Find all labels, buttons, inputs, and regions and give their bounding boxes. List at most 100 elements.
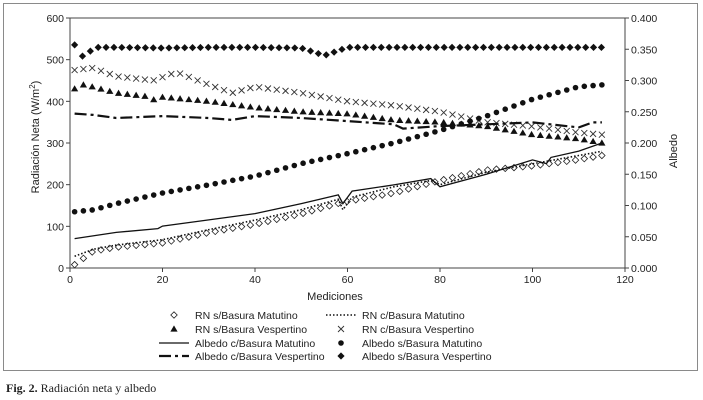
data-point	[484, 122, 492, 130]
data-point	[503, 43, 511, 51]
data-point	[326, 154, 333, 161]
data-point	[597, 43, 606, 51]
x-tick-label: 40	[249, 274, 261, 286]
data-point	[167, 94, 175, 101]
data-point	[571, 156, 580, 164]
data-point	[511, 103, 517, 109]
series-rn-s-basura-matutino	[70, 151, 606, 269]
data-point	[416, 43, 425, 51]
data-point	[238, 175, 245, 182]
chart-axes: 0 20 40 60 80 100 120 0 100 200 300 400 500 600 0.000 0…	[46, 13, 657, 286]
data-point	[571, 134, 580, 142]
data-point	[589, 137, 597, 145]
data-point	[326, 94, 333, 102]
legend-item-rn-s-basura-vespertino: RN s/Basura Vespertino	[170, 324, 307, 336]
data-point	[203, 80, 210, 88]
data-point	[527, 43, 535, 51]
data-point	[599, 82, 605, 88]
x-tick-label: 80	[434, 274, 446, 286]
data-point	[563, 87, 570, 93]
data-point	[114, 89, 123, 96]
data-point	[165, 44, 173, 52]
data-point	[589, 43, 598, 51]
data-point	[493, 109, 500, 116]
data-point	[211, 83, 219, 91]
data-point	[338, 45, 346, 53]
data-point	[181, 44, 189, 52]
data-point	[306, 47, 315, 55]
data-point	[534, 43, 543, 51]
data-point	[264, 217, 272, 226]
y2-tick-label: 0.250	[631, 107, 657, 119]
data-point	[132, 241, 140, 250]
legend-label: RN s/Basura Vespertino	[195, 324, 307, 336]
data-point	[273, 86, 281, 94]
data-point	[558, 43, 566, 51]
data-point	[448, 43, 456, 51]
data-point	[141, 44, 149, 52]
data-point	[186, 185, 192, 192]
data-point	[188, 43, 197, 52]
data-point	[80, 208, 87, 214]
data-point	[344, 150, 350, 157]
figure-caption: Fig. 2. Radiación neta y albedo	[6, 381, 156, 396]
data-point	[361, 99, 368, 107]
data-point	[158, 93, 167, 100]
data-point	[204, 43, 212, 51]
data-point	[88, 64, 96, 72]
data-point	[89, 207, 95, 213]
data-point	[519, 163, 527, 171]
data-point	[387, 116, 395, 123]
data-point	[404, 117, 413, 124]
y2-tick-label: 0.000	[631, 263, 657, 275]
data-point	[492, 165, 501, 173]
x-axis-title: Mediciones	[307, 291, 363, 303]
data-point	[70, 260, 79, 269]
data-point	[396, 116, 404, 123]
data-point	[290, 88, 298, 96]
data-point	[141, 76, 149, 83]
legend-label: RN s/Basura Matutino	[195, 310, 298, 322]
data-point	[273, 105, 281, 113]
data-point	[141, 240, 149, 249]
data-point	[308, 91, 316, 99]
data-point	[379, 142, 385, 149]
data-point	[132, 91, 140, 98]
data-point	[291, 162, 298, 169]
data-point	[396, 102, 404, 110]
data-point	[98, 204, 104, 211]
y-axis-title: Radiación Neta (W/m2)	[28, 81, 42, 194]
data-point	[370, 100, 377, 107]
data-point	[492, 124, 501, 131]
data-point	[335, 152, 342, 159]
data-point	[272, 215, 281, 224]
data-point	[343, 97, 351, 105]
legend-swatch	[170, 311, 178, 319]
data-point	[369, 192, 378, 201]
data-point	[79, 81, 88, 88]
data-point	[228, 43, 236, 51]
data-point	[479, 43, 488, 51]
data-point	[115, 200, 122, 206]
data-point	[510, 127, 518, 134]
data-point	[212, 180, 219, 187]
data-point	[159, 73, 166, 81]
x-tick-label: 120	[616, 274, 634, 286]
data-point	[185, 73, 193, 81]
data-point	[528, 122, 535, 130]
data-point	[580, 129, 588, 137]
data-point	[159, 190, 166, 196]
legend-item-albedo-s-basura-matutino: Albedo s/Basura Matutino	[338, 338, 482, 350]
data-point	[273, 167, 280, 174]
data-point	[299, 44, 307, 53]
data-point	[378, 191, 386, 199]
data-point	[458, 121, 465, 127]
data-point	[440, 126, 447, 133]
data-point	[361, 43, 370, 51]
data-point	[157, 44, 165, 52]
y-axis-title-close: )	[30, 81, 42, 85]
data-point	[236, 43, 244, 51]
data-point	[194, 184, 201, 190]
data-point	[475, 122, 483, 129]
y-tick-label: 200	[46, 180, 64, 192]
